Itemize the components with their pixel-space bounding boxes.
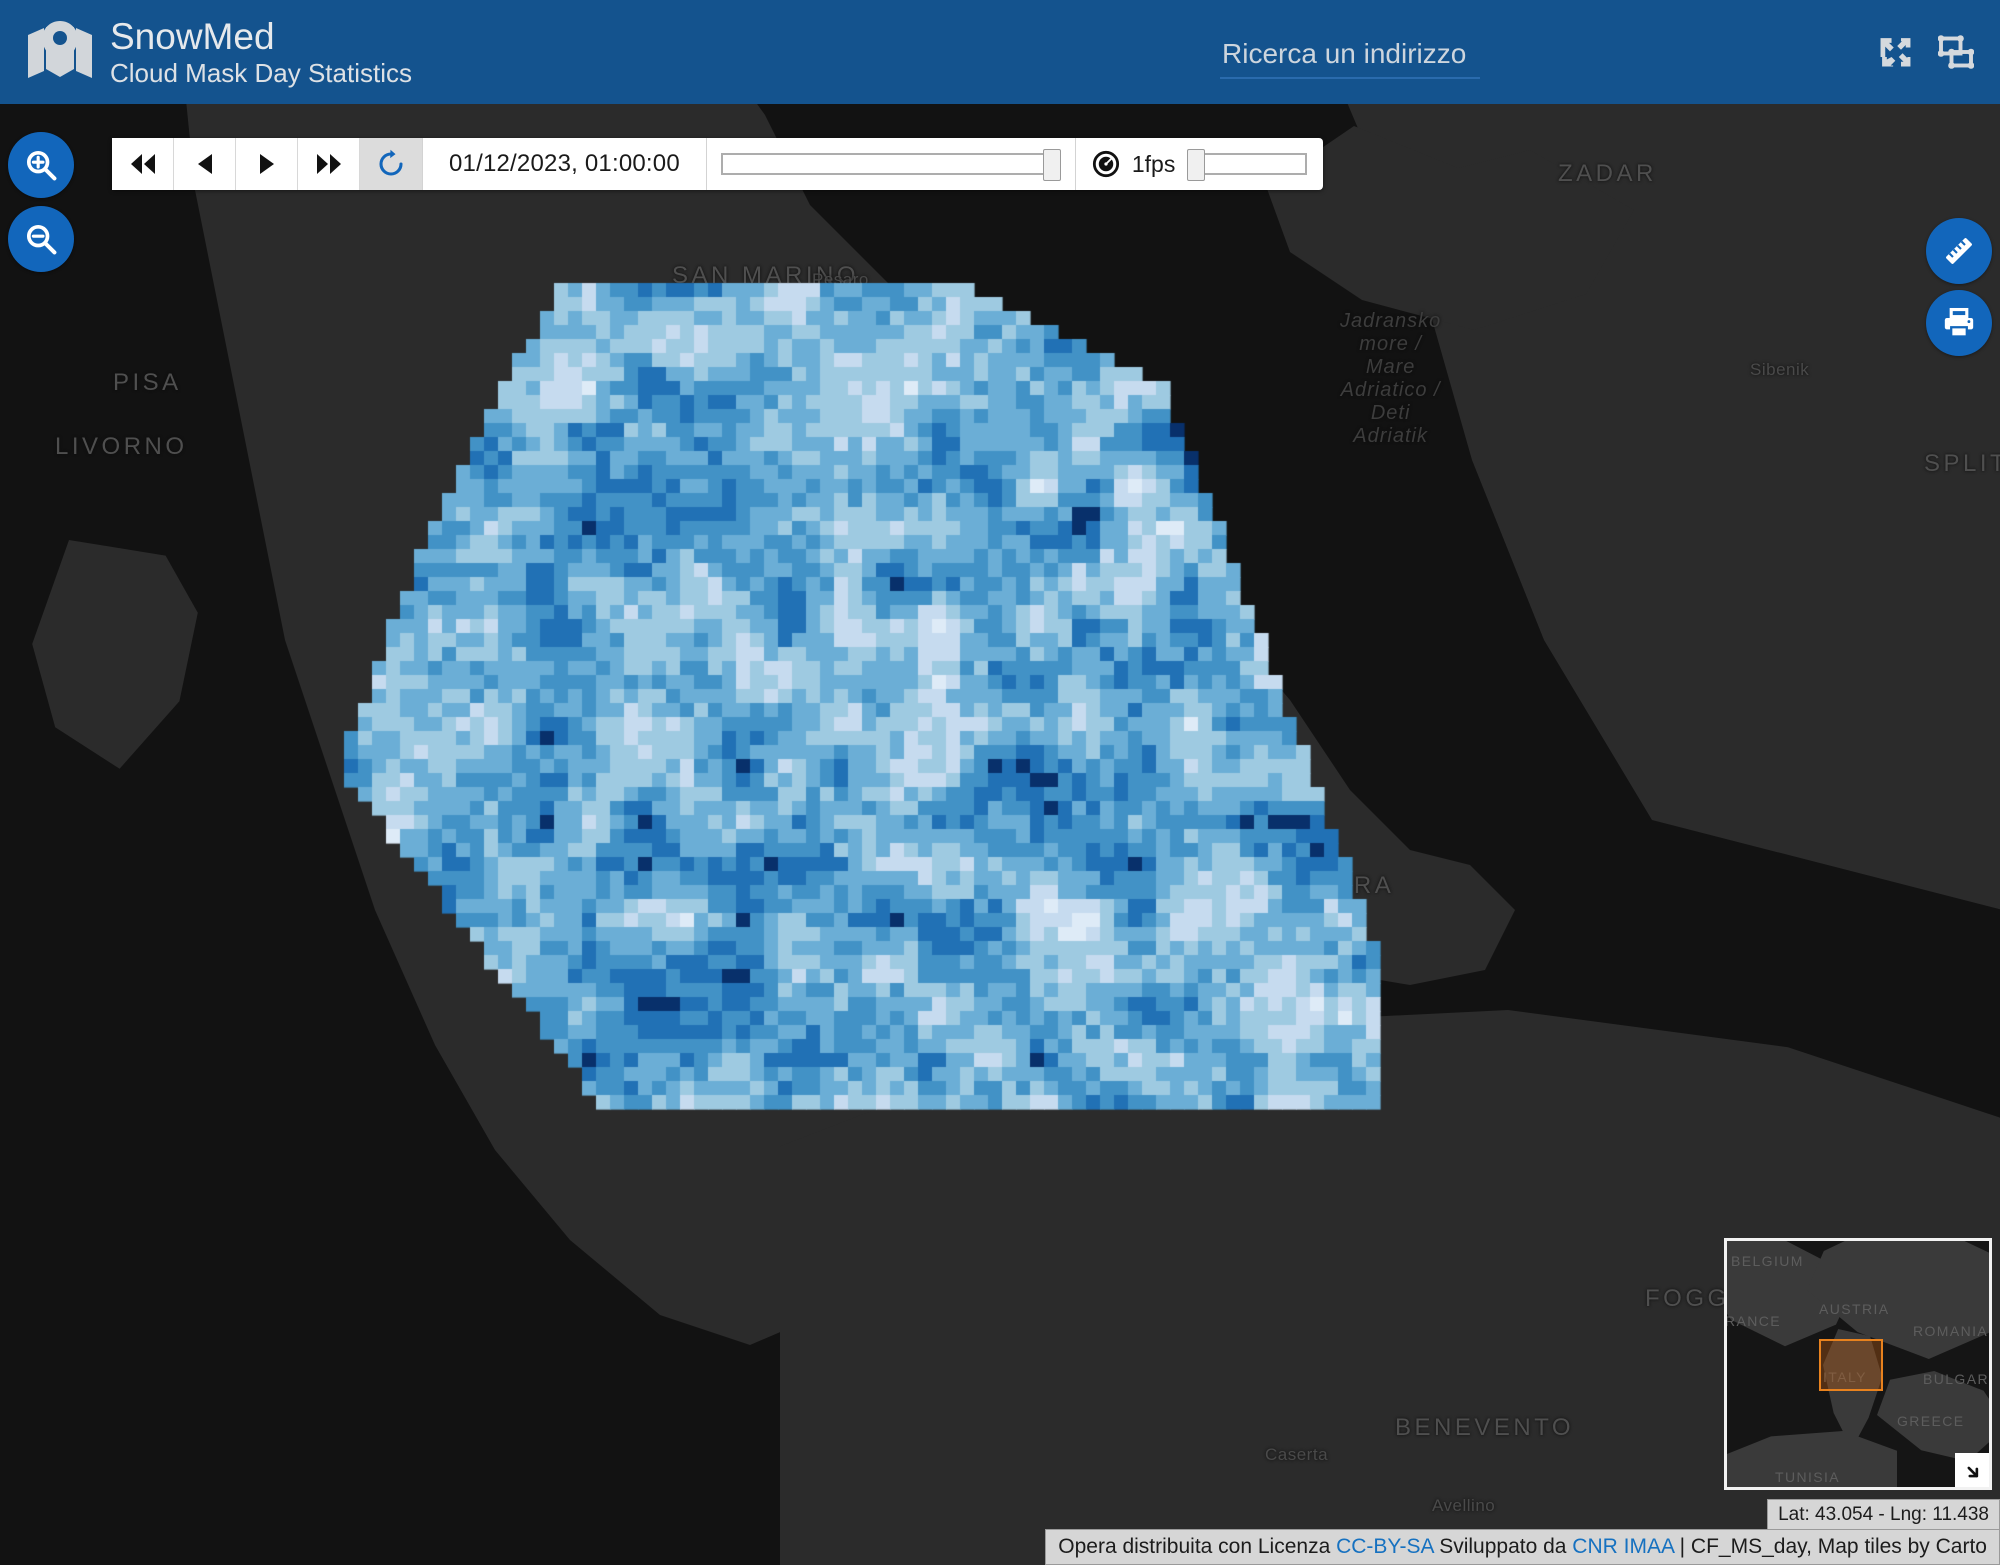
search-input[interactable] [1220, 36, 1480, 79]
time-slider-track [720, 153, 1061, 175]
fps-slider-track [1187, 153, 1308, 175]
measure-button[interactable] [1926, 218, 1992, 284]
speed-control: 1fps [1076, 138, 1323, 190]
minimap-country-label: ITALY [1823, 1369, 1867, 1385]
minimap-country-label: TUNISIA [1775, 1469, 1841, 1485]
double-right-arrow-icon [316, 154, 341, 174]
current-datetime: 01/12/2023, 01:00:00 [423, 138, 707, 190]
minimap-country-label: AUSTRIA [1819, 1301, 1890, 1317]
arrow-down-right-icon [1967, 1466, 1979, 1478]
attribution-bar: Opera distribuita con Licenza CC-BY-SA S… [1045, 1529, 2000, 1565]
time-slider[interactable] [707, 138, 1076, 190]
skip-to-end-button[interactable] [298, 138, 360, 190]
fullscreen-icon[interactable] [1878, 34, 1914, 70]
attribution-suffix: | CF_MS_day, Map tiles by Carto [1673, 1535, 1987, 1558]
attribution-middle: Sviluppato da [1433, 1535, 1573, 1558]
app-titles: SnowMed Cloud Mask Day Statistics [110, 16, 412, 89]
license-link[interactable]: CC-BY-SA [1336, 1535, 1434, 1558]
left-arrow-icon [197, 154, 212, 174]
minimap-overview[interactable]: BELGIUM AUSTRIA ROMANIA FRANCE ITALY BULGARIA… [1724, 1238, 1992, 1490]
time-slider-thumb[interactable] [1042, 149, 1061, 181]
print-button[interactable] [1926, 290, 1992, 356]
zoom-in-button[interactable] [8, 132, 74, 198]
double-left-arrow-icon [130, 154, 155, 174]
printer-icon [1944, 307, 1974, 338]
minimap-country-label: BELGIUM [1731, 1253, 1804, 1269]
app-header: SnowMed Cloud Mask Day Statistics [0, 0, 2000, 104]
fps-label: 1fps [1131, 150, 1176, 177]
zoom-out-button[interactable] [8, 206, 74, 272]
app-logo [24, 16, 96, 88]
address-search [1220, 36, 1920, 79]
time-slider-track-wrap[interactable] [720, 149, 1061, 181]
skip-to-start-button[interactable] [112, 138, 174, 190]
timeline-toolbar: 01/12/2023, 01:00:00 1fps [112, 138, 1324, 190]
coordinates-readout: Lat: 43.054 - Lng: 11.438 [1767, 1499, 2000, 1531]
app-title: SnowMed [110, 15, 275, 57]
ruler-icon [1946, 238, 1972, 264]
speedometer-icon [1092, 150, 1119, 178]
magnifier-plus-icon [26, 150, 57, 181]
fps-slider-thumb[interactable] [1187, 149, 1206, 181]
attribution-prefix: Opera distribuita con Licenza [1058, 1535, 1337, 1558]
minimap-country-label: FRANCE [1724, 1313, 1781, 1329]
layers-icon[interactable] [1938, 34, 1974, 70]
playback-button-group [112, 138, 423, 190]
map-pin-icon [28, 21, 92, 78]
minimap-country-label: ROMANIA [1913, 1323, 1989, 1339]
minimap-country-label: BULGARIA [1923, 1371, 1989, 1387]
header-icon-group [1878, 34, 1974, 70]
play-icon [259, 154, 274, 174]
minimap-viewport-box[interactable] [1819, 1339, 1883, 1391]
organization-link[interactable]: CNR IMAA [1572, 1535, 1674, 1558]
fps-slider-track-wrap[interactable] [1187, 149, 1308, 181]
play-button[interactable] [236, 138, 298, 190]
minimap-country-label: GREECE [1897, 1413, 1965, 1429]
step-back-button[interactable] [174, 138, 236, 190]
loop-button[interactable] [360, 138, 422, 190]
magnifier-minus-icon [26, 224, 57, 255]
minimap-toggle-button[interactable] [1955, 1453, 1989, 1487]
refresh-icon [379, 149, 403, 176]
app-subtitle: Cloud Mask Day Statistics [110, 57, 412, 88]
